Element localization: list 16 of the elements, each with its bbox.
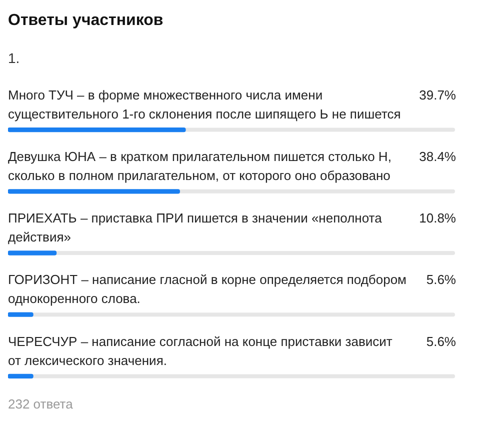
text: 232 ответа [8, 396, 74, 412]
bar [8, 312, 34, 317]
data-label: 5.6% [426, 334, 456, 349]
bar [8, 250, 57, 256]
y-tick-label: Много ТУЧ – в форме множественного числа имени существительного 1-го склонения после шипящего Ь не пишется [8, 87, 401, 122]
y-tick-label: ЧЕРЕСЧУР – написание согласной на конце приставки зависит от лексического значения. [8, 334, 392, 368]
data-label: 5.6% [426, 272, 456, 288]
y-tick-label: ГОРИЗОНТ – написание гласной в корне определяется подбором однокоренного слова. [8, 272, 407, 306]
y-tick-label: ПРИЕХАТЬ – приставка ПРИ пишется в значении «неполнота действия» [8, 210, 383, 245]
y-tick-label: Девушка ЮНА – в кратком прилагательном пишется столько Н, сколько в полном прилагательном, от которого оно образовано [8, 148, 392, 183]
chart-subtitle: 1. [8, 50, 20, 66]
data-label: 38.4% [419, 148, 456, 164]
chart-title: Ответы участников [8, 12, 164, 30]
data-label: 10.8% [419, 210, 456, 226]
data-label: 39.7% [419, 87, 456, 102]
bar [8, 374, 34, 379]
